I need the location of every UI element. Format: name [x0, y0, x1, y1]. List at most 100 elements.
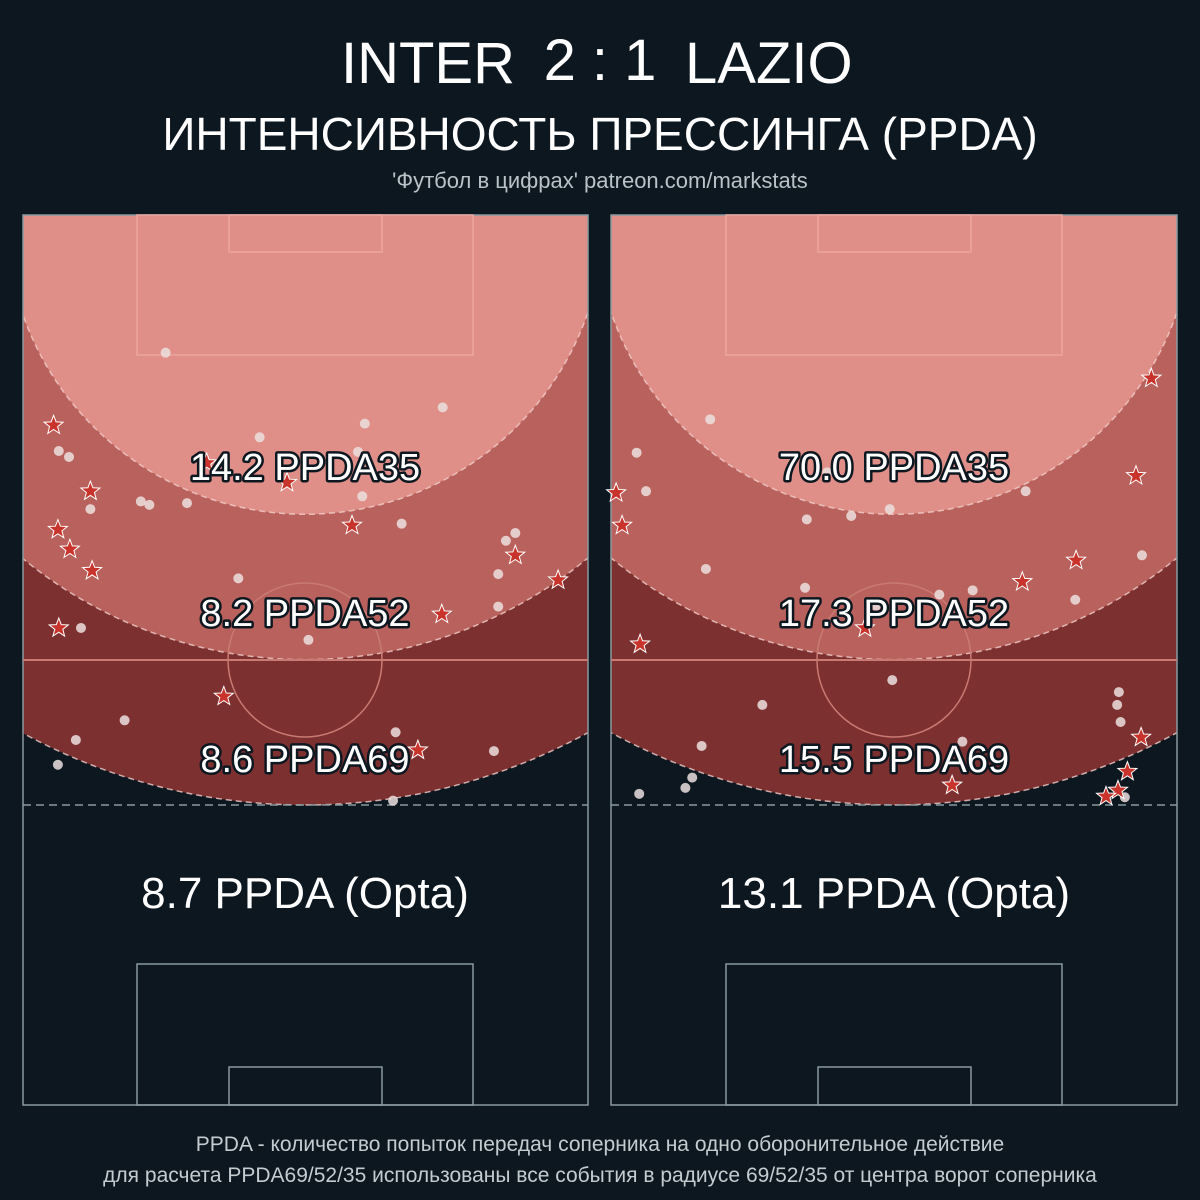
event-dot: [1020, 486, 1031, 497]
label-ppda35: 70.0 PPDA35: [779, 447, 1009, 489]
event-dot: [1112, 699, 1123, 710]
event-star: [1065, 548, 1087, 570]
event-dot: [641, 486, 652, 497]
event-star: [195, 451, 218, 473]
event-dot: [634, 788, 645, 799]
label-opta-ppda: 8.7 PPDA (Opta): [141, 869, 469, 918]
event-star: [629, 632, 651, 654]
event-dot: [1070, 594, 1081, 605]
penalty-box-bottom: [725, 963, 1063, 1106]
event-star: [47, 616, 70, 638]
event-dot: [119, 715, 130, 726]
away-team-name: LAZIO: [685, 31, 853, 96]
event-dot: [135, 496, 146, 507]
label-ppda69: 15.5 PPDA69: [779, 739, 1009, 781]
event-star: [504, 543, 527, 565]
event-dot: [801, 514, 812, 525]
label-ppda35: 14.2 PPDA35: [190, 447, 420, 489]
event-dot: [500, 535, 511, 546]
event-dot: [52, 759, 63, 770]
event-dot: [144, 499, 155, 510]
event-dot: [887, 675, 898, 686]
event-dot: [884, 504, 895, 515]
event-dot: [680, 782, 691, 793]
event-star: [1107, 778, 1129, 800]
event-star: [430, 602, 453, 624]
centre-circle: [227, 582, 383, 738]
label-ppda69: 8.6 PPDA69: [200, 739, 409, 781]
pitch-lazio: 70.0 PPDA35 17.3 PPDA52 15.5 PPDA69 13.1 PP…: [605, 214, 1178, 1106]
pitch-inter: 14.2 PPDA35 8.2 PPDA52 8.6 PPDA69 8.7 PPDA …: [22, 214, 589, 1106]
event-star: [47, 518, 69, 539]
event-dot: [233, 573, 244, 584]
event-dot: [390, 727, 401, 738]
event-dot: [53, 445, 64, 456]
event-star: [81, 559, 103, 580]
event-dot: [160, 347, 171, 358]
home-team-name: INTER: [341, 31, 515, 96]
event-dot: [396, 518, 407, 529]
label-ppda52: 17.3 PPDA52: [779, 593, 1009, 635]
event-dot: [967, 585, 978, 596]
event-dot: [846, 510, 857, 521]
event-dot: [1115, 717, 1126, 728]
label-ppda52: 8.2 PPDA52: [200, 593, 409, 635]
event-dot: [705, 414, 716, 425]
event-dot: [64, 451, 75, 462]
centre-circle: [816, 582, 972, 738]
credit-text: 'Футбол в цифрах' patreon.com/markstats: [392, 168, 808, 193]
event-dot: [1113, 687, 1124, 698]
six-yard-box-bottom: [228, 1066, 383, 1106]
event-dot: [182, 498, 193, 509]
event-dot: [359, 418, 370, 429]
event-star: [1116, 760, 1139, 781]
event-star: [79, 479, 102, 501]
event-dot: [800, 582, 811, 593]
event-star: [59, 537, 81, 559]
event-star: [212, 684, 235, 706]
event-dot: [687, 772, 698, 783]
event-dot: [510, 528, 521, 539]
event-star: [854, 616, 876, 638]
event-star: [611, 513, 633, 535]
pressing-zones: [23, 215, 588, 806]
event-marks: [605, 366, 1163, 806]
event-dot: [254, 432, 265, 443]
event-dot: [757, 699, 768, 710]
event-dot: [493, 569, 504, 580]
six-yard-box-top: [817, 214, 972, 253]
event-dot: [357, 491, 368, 502]
event-star: [547, 568, 569, 590]
event-star: [1125, 464, 1147, 486]
event-star: [1130, 725, 1152, 747]
event-dot: [75, 622, 86, 633]
event-dot: [388, 795, 399, 806]
zone-ppda35: [23, 215, 588, 515]
event-star: [1011, 570, 1034, 592]
event-dot: [437, 402, 448, 413]
event-dot: [822, 467, 833, 478]
event-dot: [957, 736, 968, 747]
six-yard-box-top: [228, 214, 383, 253]
event-dot: [700, 563, 711, 574]
event-dot: [696, 740, 707, 751]
event-dot: [1136, 550, 1147, 561]
event-star: [42, 413, 65, 435]
event-star: [941, 773, 964, 795]
event-star: [341, 513, 363, 535]
event-star: [1140, 366, 1163, 388]
event-dot: [70, 734, 81, 745]
event-star: [406, 738, 429, 760]
footer-line-1: PPDA - количество попыток передач соперн…: [196, 1133, 1004, 1156]
event-star: [276, 471, 298, 492]
event-dot: [871, 600, 882, 611]
event-dot: [934, 589, 945, 600]
footer-line-2: для расчета PPDA69/52/35 использованы вс…: [103, 1164, 1097, 1187]
label-opta-ppda: 13.1 PPDA (Opta): [718, 869, 1070, 918]
event-marks: [42, 347, 569, 806]
event-dot: [353, 446, 364, 457]
event-dot: [631, 447, 642, 458]
event-dot: [488, 746, 499, 757]
event-star: [605, 481, 627, 503]
